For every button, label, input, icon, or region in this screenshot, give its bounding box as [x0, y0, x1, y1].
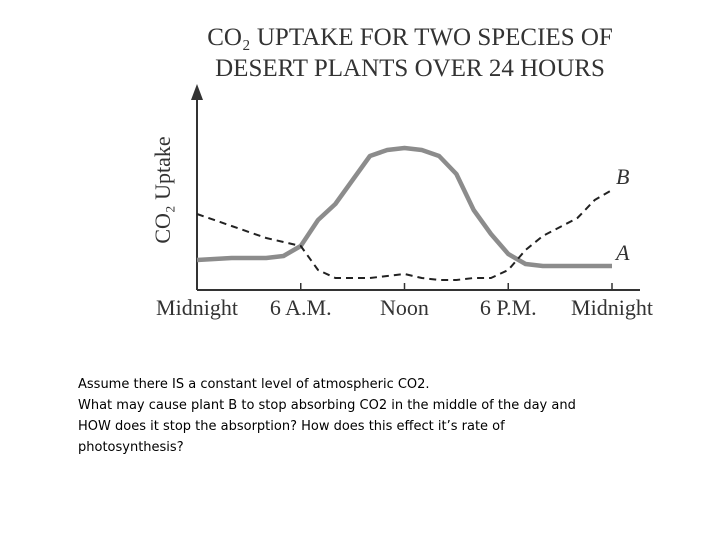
series-line	[196, 189, 613, 281]
notes: Assume there IS a constant level of atmo…	[78, 374, 588, 458]
y-axis-label: CO₂ Uptake	[150, 136, 175, 243]
x-tick-label: Midnight	[571, 295, 653, 320]
y-axis-arrow	[191, 84, 203, 100]
chart-title: CO₂ UPTAKE FOR TWO SPECIES OF DESERT PLA…	[207, 24, 613, 82]
x-tick-label: 6 P.M.	[480, 295, 537, 320]
series-label: B	[616, 164, 629, 189]
series-label: A	[614, 240, 630, 265]
chart: CO₂ Uptake Midnight 6 A.M. Noon 6 P.M. Midni…	[150, 84, 653, 320]
series-line	[196, 145, 612, 269]
x-tick-label: Midnight	[156, 295, 238, 320]
x-tick-label: 6 A.M.	[270, 295, 332, 320]
x-tick-label: Noon	[380, 295, 429, 320]
note: What may cause plant B to stop absorbing…	[78, 398, 576, 455]
note: Assume there IS a constant level of atmo…	[78, 377, 430, 392]
